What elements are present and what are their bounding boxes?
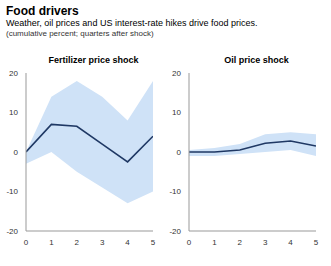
svg-text:3: 3 (263, 238, 268, 247)
html-text:Oil price shock: Oil price shock (224, 55, 289, 65)
svg-text:5: 5 (314, 238, 319, 247)
svg-text:20: 20 (172, 69, 181, 78)
svg-text:3: 3 (100, 238, 105, 247)
svg-text:-10: -10 (8, 187, 19, 196)
html-text:Fertilizer price shock: Fertilizer price shock (48, 55, 139, 65)
svg-text:2: 2 (238, 238, 243, 247)
svg-text:0: 0 (14, 148, 19, 157)
svg-text:4: 4 (288, 238, 293, 247)
html-text:Weather, oil prices and US int: Weather, oil prices and US interest-rate… (6, 18, 258, 28)
svg-text:1: 1 (49, 238, 54, 247)
svg-text:0: 0 (177, 148, 182, 157)
svg-text:0: 0 (24, 238, 29, 247)
svg-text:5: 5 (151, 238, 156, 247)
html-text:Food drivers: Food drivers (6, 4, 79, 18)
svg-text:-10: -10 (169, 187, 181, 196)
svg-text:10: 10 (172, 108, 181, 117)
html-text:(cumulative percent; quarters: (cumulative percent; quarters after shoc… (6, 29, 154, 38)
svg-text:0: 0 (187, 238, 192, 247)
svg-text:1: 1 (212, 238, 217, 247)
svg-text:4: 4 (125, 238, 130, 247)
svg-text:-20: -20 (169, 227, 181, 236)
svg-text:2: 2 (75, 238, 80, 247)
svg-text:-20: -20 (8, 227, 19, 236)
svg-text:20: 20 (9, 69, 18, 78)
svg-text:10: 10 (9, 108, 18, 117)
